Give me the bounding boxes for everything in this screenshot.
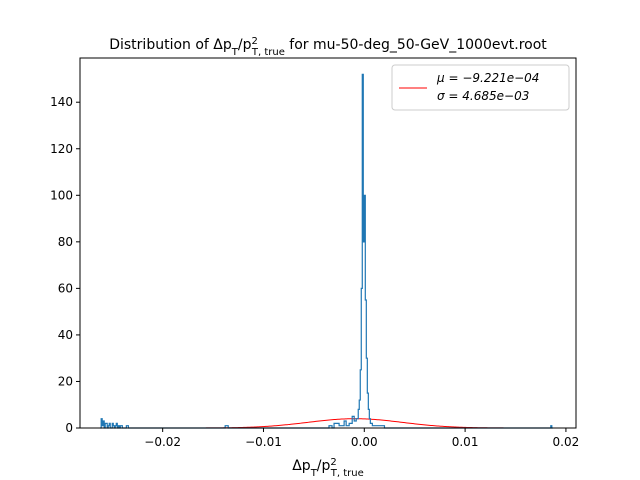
legend-box <box>391 64 570 111</box>
x-axis-label: ΔpT/p2 T, true <box>292 457 364 479</box>
y-axis-ticks: 0 20 40 60 80 100 120 140 <box>50 95 80 435</box>
y-tick-label: 80 <box>58 235 73 249</box>
legend: μ = −9.221e−04 σ = 4.685e−03 <box>391 64 570 111</box>
legend-mu-label: μ = −9.221e−04 <box>436 71 539 85</box>
y-tick-label: 140 <box>50 95 73 109</box>
plot-area <box>80 58 576 428</box>
x-tick-label: 0.00 <box>351 435 378 449</box>
y-tick-label: 40 <box>58 328 73 342</box>
y-tick-label: 100 <box>50 188 73 202</box>
x-tick-label: −0.02 <box>144 435 181 449</box>
x-axis-ticks: −0.02 −0.01 0.00 0.01 0.02 <box>144 428 579 449</box>
y-tick-label: 20 <box>58 374 73 388</box>
y-tick-label: 120 <box>50 142 73 156</box>
legend-sigma-label: σ = 4.685e−03 <box>437 89 529 103</box>
y-tick-label: 0 <box>65 421 73 435</box>
x-tick-label: 0.01 <box>452 435 479 449</box>
chart-title: Distribution of ΔpT/p2 T, true for mu-50-… <box>109 36 547 58</box>
axes-frame <box>79 57 577 429</box>
y-tick-label: 60 <box>58 281 73 295</box>
x-tick-label: −0.01 <box>245 435 282 449</box>
x-tick-label: 0.02 <box>553 435 580 449</box>
